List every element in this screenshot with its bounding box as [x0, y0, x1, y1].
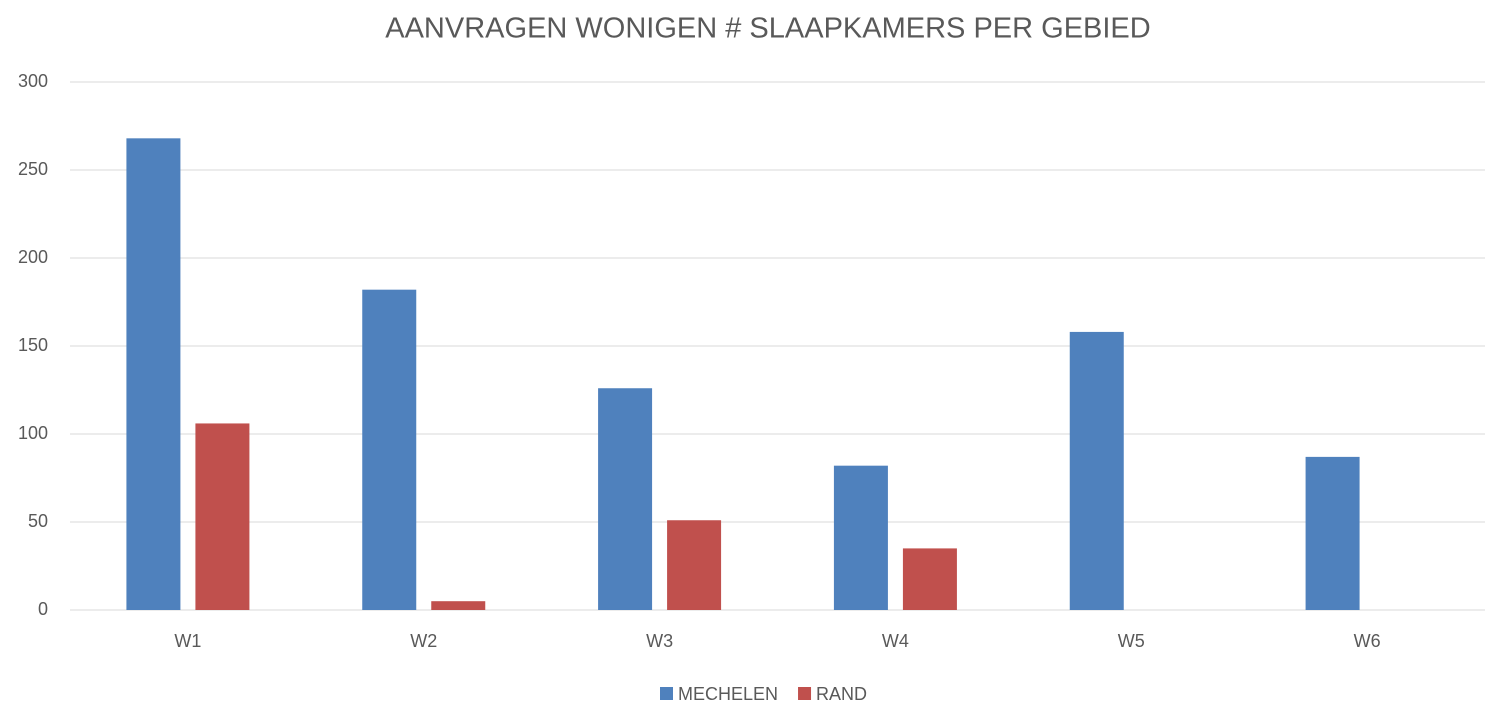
bar	[362, 289, 417, 610]
x-tick-label: W1	[174, 631, 201, 651]
bar	[195, 423, 250, 610]
y-tick-label: 200	[18, 247, 48, 267]
x-tick-label: W4	[882, 631, 909, 651]
bar	[431, 601, 486, 610]
y-tick-label: 100	[18, 423, 48, 443]
y-tick-label: 150	[18, 335, 48, 355]
bar	[126, 138, 181, 610]
y-tick-label: 50	[28, 511, 48, 531]
x-tick-label: W6	[1354, 631, 1381, 651]
legend-label: MECHELEN	[678, 684, 778, 704]
legend-swatch	[660, 687, 673, 700]
bar	[1305, 456, 1360, 610]
y-tick-label: 0	[38, 599, 48, 619]
bar	[667, 520, 722, 610]
y-tick-label: 250	[18, 159, 48, 179]
bar	[1069, 331, 1124, 610]
bar	[598, 388, 653, 610]
legend-label: RAND	[816, 684, 867, 704]
x-tick-label: W3	[646, 631, 673, 651]
bar	[833, 465, 888, 610]
legend-swatch	[798, 687, 812, 700]
x-tick-label: W2	[410, 631, 437, 651]
chart-title: AANVRAGEN WONIGEN # SLAAPKAMERS PER GEBI…	[385, 13, 1150, 45]
y-tick-label: 300	[18, 71, 48, 91]
bar	[902, 548, 957, 610]
x-tick-label: W5	[1118, 631, 1145, 651]
